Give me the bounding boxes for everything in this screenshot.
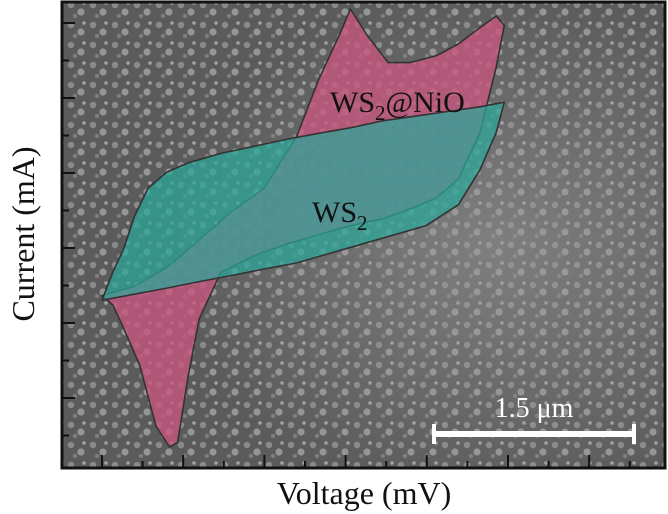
scale-bar: 1.5 μm	[432, 393, 636, 444]
ticks-layer	[62, 22, 631, 468]
y-axis-label: Current (mA)	[5, 146, 41, 321]
series-ws2-loop	[101, 101, 506, 302]
plot-area	[60, 0, 667, 470]
x-axis-label: Voltage (mV)	[277, 475, 451, 511]
series-layer	[101, 8, 506, 448]
scale-bar-label: 1.5 μm	[495, 393, 574, 424]
curve-label-ws2: WS2	[312, 196, 368, 235]
plot-frame	[60, 0, 667, 470]
curve-label-ws2-nio: WS2@NiO	[330, 86, 465, 125]
